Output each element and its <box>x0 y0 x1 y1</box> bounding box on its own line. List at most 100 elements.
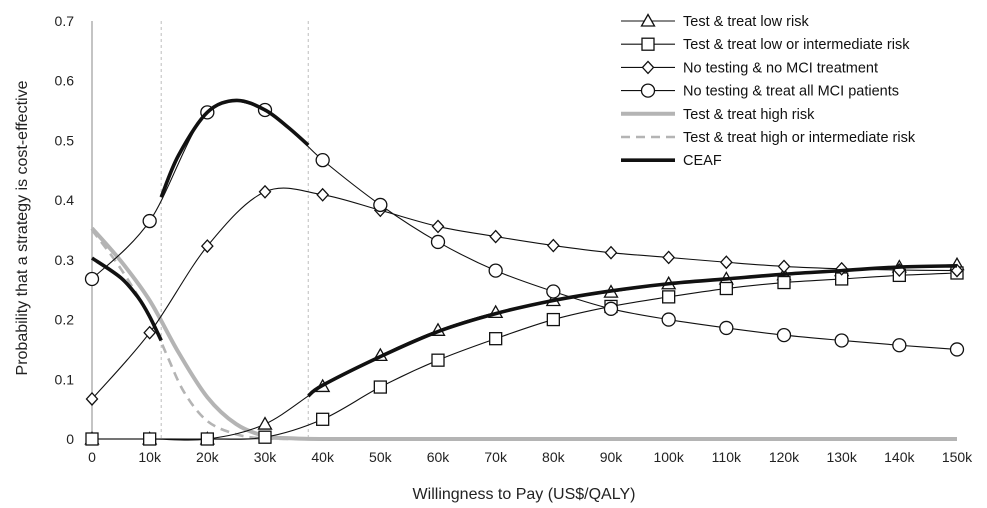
series-line <box>90 256 163 342</box>
x-tick-label: 50k <box>369 449 393 465</box>
x-tick-label: 40k <box>311 449 335 465</box>
x-tick-label: 10k <box>138 449 162 465</box>
legend-item-test-treat-high-risk: Test & treat high risk <box>621 107 815 123</box>
legend-item-test-treat-low-risk: Test & treat low risk <box>621 13 809 30</box>
data-point <box>546 284 561 299</box>
data-point <box>373 380 387 394</box>
y-tick-label: 0.5 <box>55 132 75 148</box>
x-tick-label: 80k <box>542 449 566 465</box>
data-point <box>85 392 99 406</box>
data-point <box>315 152 330 168</box>
data-point <box>719 281 733 296</box>
y-tick-label: 0.6 <box>55 73 75 89</box>
legend-label: Test & treat high risk <box>683 107 815 123</box>
data-point <box>892 338 907 353</box>
x-tick-label: 150k <box>942 449 973 465</box>
data-point <box>604 245 618 260</box>
legend-label: Test & treat high or intermediate risk <box>683 130 916 146</box>
data-point <box>834 333 849 348</box>
series-line <box>90 226 957 442</box>
x-tick-label: 0 <box>88 449 96 465</box>
data-point <box>719 320 734 336</box>
data-point <box>431 353 445 367</box>
data-point <box>257 416 273 430</box>
x-tick-label: 130k <box>826 449 857 465</box>
x-tick-label: 70k <box>484 449 508 465</box>
data-point <box>777 275 791 290</box>
legend-item-no-testing-treat-all-mci-patients: No testing & treat all MCI patients <box>621 83 899 100</box>
series-test-treat-low-risk <box>84 256 965 445</box>
series-line <box>91 187 958 400</box>
data-point <box>200 432 214 446</box>
data-point <box>85 432 99 446</box>
y-tick-label: 0.1 <box>55 371 75 387</box>
data-point <box>489 332 503 346</box>
legend-item-no-testing-no-mci-treatment: No testing & no MCI treatment <box>621 60 878 76</box>
data-point <box>661 312 676 327</box>
data-point <box>258 430 272 444</box>
legend-marker <box>641 60 655 75</box>
data-point <box>258 184 272 199</box>
data-point <box>431 219 445 234</box>
series-line <box>159 98 310 198</box>
y-tick-label: 0.3 <box>55 252 75 268</box>
x-tick-label: 110k <box>712 449 742 465</box>
data-point <box>662 250 676 265</box>
data-point <box>316 187 330 202</box>
series-no-testing-no-mci-treatment <box>85 184 964 406</box>
legend-marker <box>641 37 655 51</box>
data-point <box>143 325 157 340</box>
series-ceaf <box>90 98 958 398</box>
data-point <box>316 412 330 426</box>
data-point <box>662 290 676 304</box>
y-tick-label: 0 <box>66 431 74 447</box>
series-layer <box>84 98 965 446</box>
legend-item-ceaf: CEAF <box>621 153 722 169</box>
legend-label: Test & treat low or intermediate risk <box>683 37 910 53</box>
data-point <box>142 213 157 229</box>
data-point <box>719 255 733 270</box>
data-point <box>777 259 791 274</box>
y-tick-label: 0.7 <box>55 13 75 29</box>
y-tick-label: 0.2 <box>55 312 75 328</box>
legend-label: No testing & no MCI treatment <box>683 60 878 76</box>
data-point <box>489 229 503 244</box>
legend: Test & treat low risk Test & treat low or… <box>621 13 916 169</box>
x-tick-label: 120k <box>769 449 800 465</box>
data-point <box>488 263 503 278</box>
x-tick-label: 60k <box>427 449 451 465</box>
legend-label: No testing & treat all MCI patients <box>683 84 899 100</box>
x-tick-label: 20k <box>196 449 220 465</box>
tick-labels: 0 10k 20k 30k 40k 50k 60k 70k 80k 90k 100k 110k 120k… <box>55 13 974 465</box>
series-line <box>90 229 957 441</box>
legend-marker <box>640 83 656 98</box>
data-point <box>603 301 619 316</box>
data-point <box>776 327 792 343</box>
data-point <box>546 238 560 253</box>
series-line <box>92 272 958 440</box>
legend-item-test-treat-high-or-intermediate-risk: Test & treat high or intermediate risk <box>621 130 916 146</box>
data-point <box>949 342 965 357</box>
threshold-lines <box>160 21 309 439</box>
data-point <box>373 197 388 213</box>
x-tick-label: 140k <box>884 449 915 465</box>
data-point <box>430 234 446 250</box>
series-test-treat-high-risk <box>90 226 957 442</box>
data-point <box>200 239 214 254</box>
y-axis-title: Probability that a strategy is cost-effe… <box>14 80 31 375</box>
x-tick-label: 100k <box>653 449 684 465</box>
legend-label: Test & treat low risk <box>683 14 809 30</box>
data-point <box>84 271 100 287</box>
series-test-treat-low-or-intermediate-risk <box>85 266 964 446</box>
x-tick-label: 90k <box>600 449 624 465</box>
legend-label: CEAF <box>683 153 722 169</box>
x-axis-title: Willingness to Pay (US$/QALY) <box>413 486 636 503</box>
series-line <box>307 264 958 398</box>
series-test-treat-high-or-intermediate-risk <box>90 229 957 441</box>
data-point <box>143 432 157 446</box>
x-tick-label: 30k <box>254 449 278 465</box>
legend-item-test-treat-low-or-intermediate-risk: Test & treat low or intermediate risk <box>621 37 910 53</box>
y-tick-label: 0.4 <box>55 192 75 208</box>
legend-marker <box>640 13 656 27</box>
